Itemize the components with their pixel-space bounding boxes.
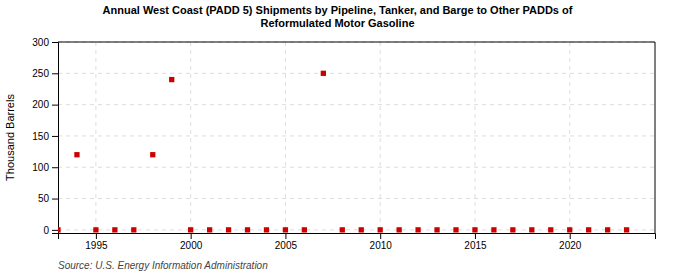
x-grid-line bbox=[474, 42, 475, 233]
x-grid-line bbox=[569, 42, 570, 233]
y-tick-label: 50 bbox=[38, 193, 50, 204]
y-tick: 50 bbox=[38, 193, 58, 204]
point bbox=[302, 227, 307, 232]
x-tick-mark bbox=[570, 233, 571, 239]
source: Source: U.S. Energy Information Administ… bbox=[58, 260, 268, 271]
point bbox=[510, 227, 515, 232]
point bbox=[396, 227, 401, 232]
x-tick-mark bbox=[380, 233, 381, 239]
point bbox=[93, 227, 98, 232]
point bbox=[548, 227, 553, 232]
y-tick: 0 bbox=[43, 225, 58, 236]
y-grid-line bbox=[58, 42, 655, 43]
frame-top bbox=[58, 42, 655, 43]
point bbox=[434, 227, 439, 232]
y-tick-mark bbox=[52, 230, 58, 231]
y-tick-mark bbox=[52, 73, 58, 74]
x-grid-line bbox=[95, 42, 96, 233]
point bbox=[586, 227, 591, 232]
point bbox=[150, 152, 155, 157]
chart: Annual West Coast (PADD 5) Shipments by … bbox=[0, 0, 675, 275]
y-tick-mark bbox=[52, 42, 58, 43]
x-tick-label: 1995 bbox=[85, 240, 108, 251]
point bbox=[415, 227, 420, 232]
x-grid-line bbox=[380, 42, 381, 233]
x-tick-label: 2020 bbox=[559, 240, 582, 251]
y-tick: 300 bbox=[32, 37, 58, 48]
y-grid-line bbox=[58, 104, 655, 105]
x-tick: 2010 bbox=[370, 233, 393, 251]
point bbox=[207, 227, 212, 232]
x-tick: 2015 bbox=[464, 233, 487, 251]
y-tick: 250 bbox=[32, 68, 58, 79]
y-grid-line bbox=[58, 135, 655, 136]
y-tick-label: 250 bbox=[32, 68, 49, 79]
title: Annual West Coast (PADD 5) Shipments by … bbox=[103, 4, 573, 29]
x-tick-label: 2010 bbox=[370, 240, 393, 251]
x-tick-mark bbox=[96, 233, 97, 239]
x-tick-mark bbox=[475, 233, 476, 239]
point bbox=[226, 227, 231, 232]
x-tick-label: 2000 bbox=[180, 240, 203, 251]
point bbox=[359, 227, 364, 232]
y-axis-line bbox=[52, 43, 59, 234]
plot: 1995 2000 2005 2010 2015 2020 0 50 100 150 200 250 3… bbox=[32, 37, 655, 251]
y-tick-mark bbox=[52, 199, 58, 200]
points bbox=[58, 71, 629, 233]
x-tick-mark bbox=[191, 233, 192, 239]
y-grid-line bbox=[58, 229, 655, 230]
y-tick-mark bbox=[52, 167, 58, 168]
x-tick: 2020 bbox=[559, 233, 582, 251]
y-tick-label: 300 bbox=[32, 37, 49, 48]
point bbox=[264, 227, 269, 232]
point bbox=[321, 71, 326, 76]
y-tick: 200 bbox=[32, 99, 58, 110]
point bbox=[453, 227, 458, 232]
point bbox=[58, 227, 61, 232]
point bbox=[340, 227, 345, 232]
x-tick: 2005 bbox=[275, 233, 298, 251]
y-grid-line bbox=[58, 198, 655, 199]
y-tick: 100 bbox=[32, 162, 58, 173]
title-line: Annual West Coast (PADD 5) Shipments by … bbox=[103, 4, 573, 16]
point bbox=[131, 227, 136, 232]
y-tick-label: 150 bbox=[32, 131, 49, 142]
x-tick: 1995 bbox=[85, 233, 108, 251]
point bbox=[245, 227, 250, 232]
point bbox=[112, 227, 117, 232]
frame-right bbox=[655, 42, 656, 233]
y-grid-line bbox=[58, 73, 655, 74]
y-tick-mark bbox=[52, 136, 58, 137]
point bbox=[624, 227, 629, 232]
x-axis-line bbox=[59, 234, 656, 240]
y-tick-label: 200 bbox=[32, 99, 49, 110]
x-grid-line bbox=[190, 42, 191, 233]
x-tick-label: 2015 bbox=[464, 240, 487, 251]
x-tick-mark bbox=[285, 233, 286, 239]
y-grid-line bbox=[58, 167, 655, 168]
point bbox=[378, 227, 383, 232]
point bbox=[283, 227, 288, 232]
y-axis: 0 50 100 150 200 250 300 bbox=[32, 37, 58, 236]
point bbox=[188, 227, 193, 232]
x-tick-label: 2005 bbox=[275, 240, 298, 251]
y-tick-label: 0 bbox=[43, 225, 49, 236]
y-axis-title: Thousand Barrels bbox=[4, 94, 16, 181]
point bbox=[472, 227, 477, 232]
y-tick-mark bbox=[52, 105, 58, 106]
x-tick: 2000 bbox=[180, 233, 203, 251]
y-tick: 150 bbox=[32, 131, 58, 142]
x-axis: 1995 2000 2005 2010 2015 2020 bbox=[59, 233, 656, 251]
point bbox=[491, 227, 496, 232]
y-tick-label: 100 bbox=[32, 162, 49, 173]
point bbox=[529, 227, 534, 232]
point bbox=[74, 152, 79, 157]
point bbox=[169, 77, 174, 82]
grid bbox=[58, 42, 655, 233]
point bbox=[605, 227, 610, 232]
point bbox=[567, 227, 572, 232]
title-line: Reformulated Motor Gasoline bbox=[260, 17, 414, 29]
x-grid-line bbox=[285, 42, 286, 233]
